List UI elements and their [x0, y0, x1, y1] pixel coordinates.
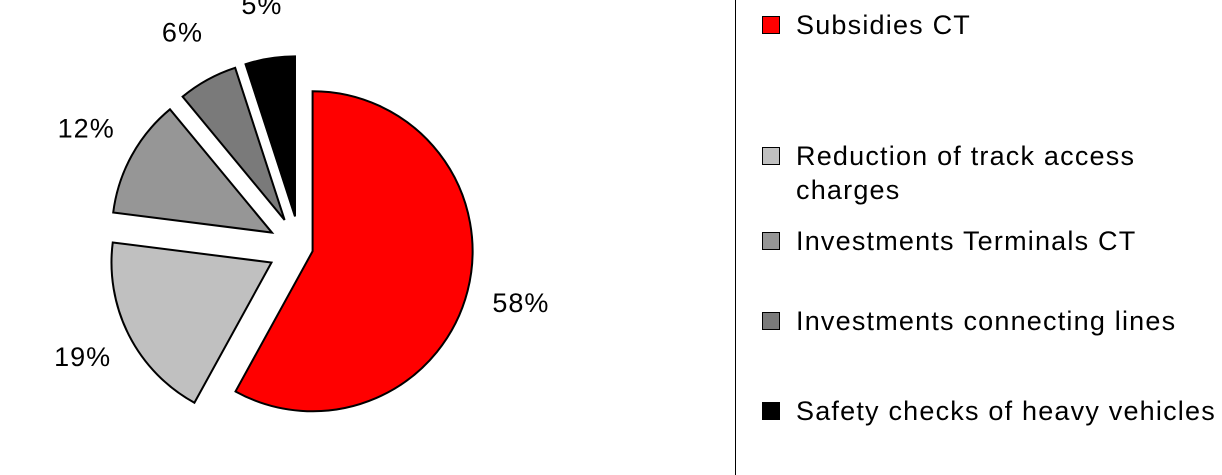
- legend-label: Subsidies CT: [796, 10, 971, 40]
- legend-item: Investments Terminals CT: [762, 224, 1222, 258]
- legend-swatch: [762, 232, 780, 250]
- legend-item: Investments connecting lines: [762, 304, 1222, 338]
- pie-slice: [181, 66, 286, 221]
- legend-swatch: [762, 16, 780, 34]
- legend-label: Investments connecting lines: [796, 306, 1177, 336]
- data-label: 19%: [54, 342, 111, 372]
- data-label: 5%: [241, 0, 282, 20]
- legend-item: Safety checks of heavy vehicles: [762, 394, 1222, 428]
- pie-slice: [234, 90, 474, 413]
- pie-slice: [110, 241, 274, 405]
- data-label: 58%: [492, 288, 549, 318]
- chart: 58% 19% 12% 6% 5%: [54, 0, 549, 413]
- legend-swatch: [762, 402, 780, 420]
- legend-label: Reduction of track access charges: [796, 141, 1136, 205]
- legend-item: Subsidies CT: [762, 8, 1222, 42]
- legend-label: Investments Terminals CT: [796, 226, 1137, 256]
- pie-slice: [244, 55, 296, 217]
- legend-item: Reduction of track access charges: [762, 139, 1222, 207]
- legend-swatch: [762, 147, 780, 165]
- legend-label: Safety checks of heavy vehicles: [796, 396, 1216, 426]
- legend: Subsidies CT Reduction of track access ch…: [735, 0, 1222, 475]
- data-label: 6%: [162, 17, 203, 47]
- legend-swatch: [762, 312, 780, 330]
- pie-slice: [112, 107, 275, 234]
- data-label: 12%: [58, 114, 115, 144]
